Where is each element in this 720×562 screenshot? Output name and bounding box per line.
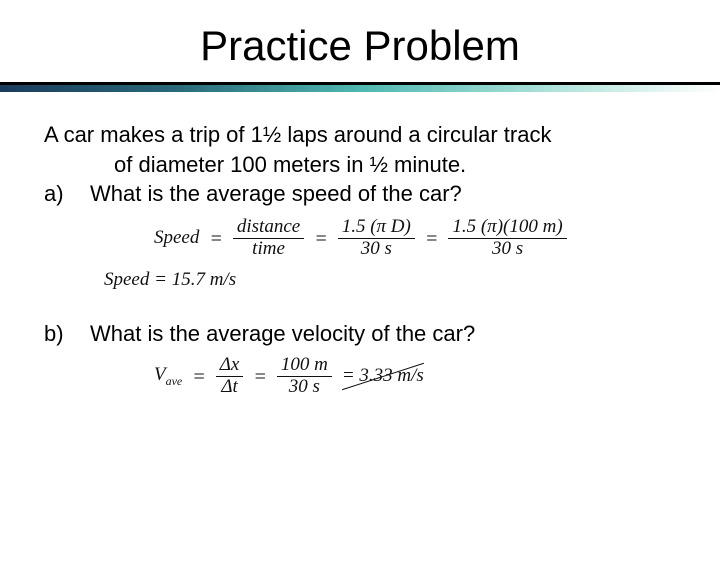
frac1-den: time (248, 239, 289, 260)
part-b-question: What is the average velocity of the car? (90, 319, 676, 349)
problem-line-2: of diameter 100 meters in ½ minute. (114, 150, 676, 180)
frac3-num: 1.5 (π)(100 m) (448, 217, 566, 238)
frac2-num: 1.5 (π D) (338, 217, 415, 238)
frac-b-numbers: 100 m 30 s (277, 355, 332, 398)
problem-line-1: A car makes a trip of 1½ laps around a c… (44, 120, 676, 150)
work-b-lhs: Vave (154, 365, 182, 388)
frac3-den: 30 s (488, 239, 527, 260)
problem-statement: A car makes a trip of 1½ laps around a c… (44, 120, 676, 179)
equals-3: = (425, 228, 439, 250)
part-a-question: What is the average speed of the car? (90, 179, 676, 209)
frac1-num: distance (233, 217, 304, 238)
frac-numbers: 1.5 (π)(100 m) 30 s (448, 217, 566, 260)
part-b-label: b) (44, 319, 90, 349)
part-b: b) What is the average velocity of the c… (44, 319, 676, 349)
equals-b2: = (253, 366, 267, 388)
frac-distance-time: distance time (233, 217, 304, 260)
work-b-equation: Vave = Δx Δt = 100 m 30 s = 3.33 m/s (154, 355, 676, 398)
fracb2-num: 100 m (277, 355, 332, 376)
fracb1-num: Δx (216, 355, 244, 376)
part-a: a) What is the average speed of the car? (44, 179, 676, 209)
frac-formula: 1.5 (π D) 30 s (338, 217, 415, 260)
page-title: Practice Problem (0, 22, 720, 70)
equals-b1: = (192, 366, 206, 388)
work-a-lhs: Speed (154, 228, 199, 249)
fracb2-den: 30 s (285, 377, 324, 398)
title-divider (0, 82, 720, 92)
work-a-equation: Speed = distance time = 1.5 (π D) 30 s =… (154, 217, 676, 260)
part-a-label: a) (44, 179, 90, 209)
frac2-den: 30 s (357, 239, 396, 260)
result-a-rhs: = 15.7 m/s (154, 269, 236, 290)
work-a-result: Speed = 15.7 m/s (104, 270, 676, 291)
content-area: A car makes a trip of 1½ laps around a c… (0, 92, 720, 398)
fracb1-den: Δt (217, 377, 241, 398)
equals-1: = (209, 228, 223, 250)
result-b: = 3.33 m/s (342, 366, 424, 387)
result-a-lhs: Speed (104, 269, 149, 290)
frac-dx-dt: Δx Δt (216, 355, 244, 398)
equals-2: = (314, 228, 328, 250)
